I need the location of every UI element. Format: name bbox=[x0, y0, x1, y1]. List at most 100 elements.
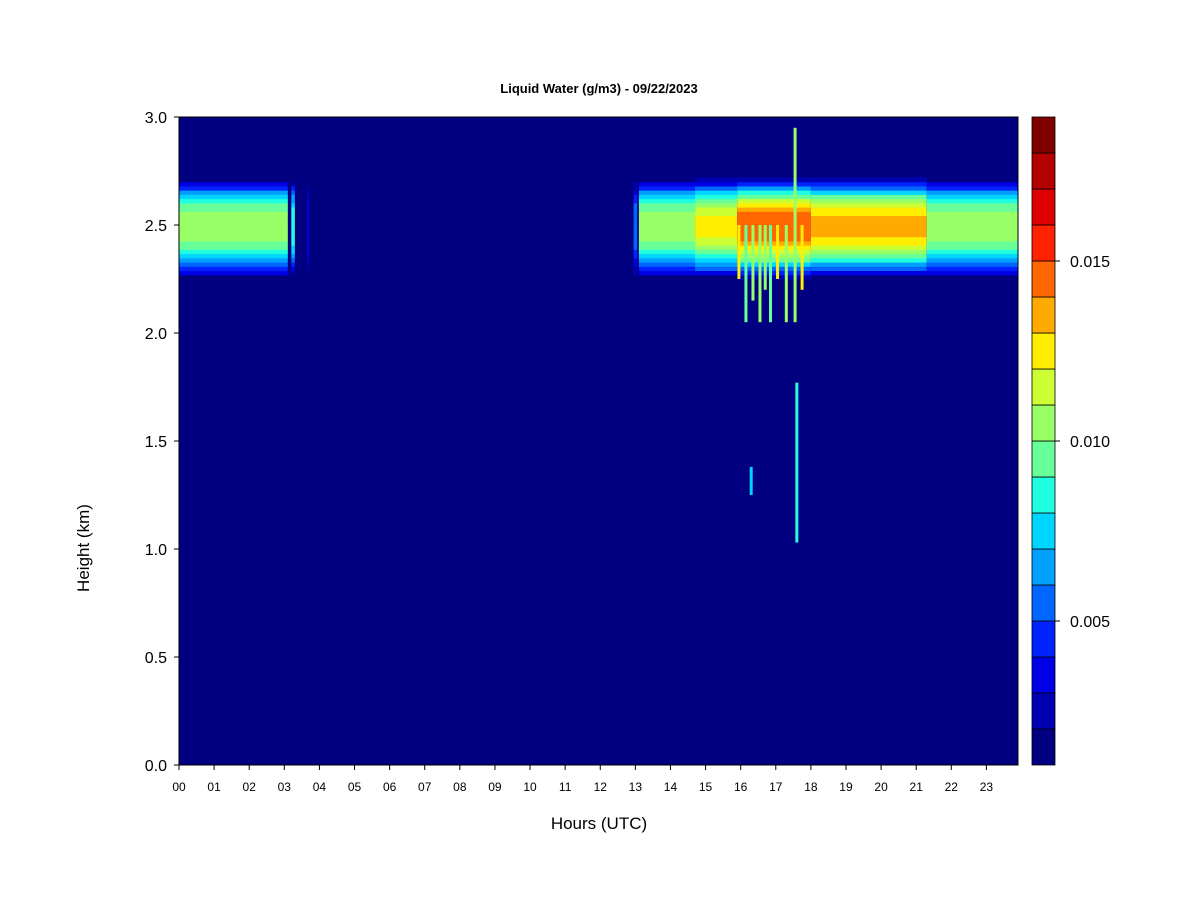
x-tick-label: 00 bbox=[172, 780, 186, 794]
cloud-cell bbox=[926, 240, 1018, 246]
cloud-cell bbox=[291, 207, 295, 212]
cloud-cell bbox=[638, 262, 696, 267]
cloud-cell bbox=[633, 185, 638, 191]
x-tick-label: 19 bbox=[839, 780, 853, 794]
cloud-cell bbox=[737, 219, 811, 225]
cloud-cell bbox=[926, 228, 1018, 233]
cloud-cell bbox=[810, 219, 927, 225]
cloud-cell bbox=[633, 177, 638, 183]
colorbar-tick-label: 0.015 bbox=[1070, 254, 1110, 271]
cloud-cell bbox=[737, 215, 811, 221]
cloud-cell bbox=[638, 215, 696, 221]
cloud-cell bbox=[695, 177, 738, 183]
cloud-cell bbox=[695, 194, 738, 200]
cloud-cell bbox=[307, 194, 309, 200]
cloud-cell bbox=[737, 253, 811, 259]
cloud-cell bbox=[633, 211, 638, 217]
cloud-cell bbox=[695, 228, 738, 233]
cloud-cell bbox=[638, 274, 696, 280]
liquid-water-streak bbox=[776, 225, 780, 279]
plot-area bbox=[178, 116, 1019, 766]
cloud-cell bbox=[810, 236, 927, 242]
cloud-layer bbox=[926, 177, 1018, 280]
colorbar-swatch bbox=[1031, 260, 1056, 298]
liquid-water-streak bbox=[769, 225, 773, 323]
cloud-cell bbox=[638, 240, 696, 246]
y-tick-label: 0.5 bbox=[145, 650, 167, 667]
cloud-cell bbox=[737, 190, 811, 195]
colorbar-swatch bbox=[1031, 728, 1056, 766]
cloud-cell bbox=[179, 232, 288, 238]
cloud-cell bbox=[307, 202, 309, 208]
cloud-cell bbox=[810, 194, 927, 200]
cloud-cell bbox=[179, 177, 288, 183]
cloud-cell bbox=[737, 236, 811, 242]
cloud-cell bbox=[737, 240, 811, 246]
cloud-cell bbox=[638, 236, 696, 242]
cloud-cell bbox=[638, 190, 696, 195]
cloud-cell bbox=[291, 270, 295, 276]
cloud-cell bbox=[737, 245, 811, 250]
cloud-cell bbox=[695, 181, 738, 187]
cloud-cell bbox=[179, 262, 288, 267]
colorbar-swatch bbox=[1031, 116, 1056, 154]
liquid-water-streak bbox=[749, 466, 753, 495]
cloud-cell bbox=[307, 249, 309, 255]
cloud-cell bbox=[695, 240, 738, 246]
cloud-cell bbox=[638, 232, 696, 238]
cloud-cell bbox=[179, 245, 288, 250]
x-tick-label: 21 bbox=[910, 780, 924, 794]
cloud-cell bbox=[926, 232, 1018, 238]
cloud-cell bbox=[179, 202, 288, 208]
cloud-cell bbox=[737, 181, 811, 187]
cloud-cell bbox=[638, 207, 696, 212]
y-axis-title: Height (km) bbox=[74, 504, 93, 592]
cloud-cell bbox=[307, 215, 309, 221]
cloud-cell bbox=[810, 228, 927, 233]
x-tick-label: 03 bbox=[278, 780, 292, 794]
cloud-cell bbox=[926, 236, 1018, 242]
cloud-cell bbox=[307, 190, 309, 195]
cloud-cell bbox=[810, 249, 927, 255]
cloud-cell bbox=[810, 198, 927, 204]
cloud-cell bbox=[307, 207, 309, 212]
liquid-water-streak bbox=[795, 382, 799, 543]
x-tick-label: 20 bbox=[874, 780, 888, 794]
cloud-cell bbox=[633, 198, 638, 204]
cloud-cell bbox=[695, 266, 738, 272]
cloud-cell bbox=[291, 177, 295, 183]
cloud-cell bbox=[633, 266, 638, 272]
cloud-cell bbox=[695, 190, 738, 195]
cloud-cell bbox=[926, 245, 1018, 250]
cloud-cell bbox=[926, 257, 1018, 263]
cloud-cell bbox=[633, 257, 638, 263]
cloud-cell bbox=[179, 249, 288, 255]
cloud-cell bbox=[638, 266, 696, 272]
x-tick-label: 10 bbox=[523, 780, 537, 794]
cloud-cell bbox=[737, 262, 811, 267]
colorbar-swatch bbox=[1031, 548, 1056, 586]
colorbar-swatch bbox=[1031, 188, 1056, 226]
x-tick-label: 17 bbox=[769, 780, 783, 794]
liquid-water-streak bbox=[763, 225, 767, 290]
cloud-cell bbox=[638, 224, 696, 229]
cloud-cell bbox=[737, 270, 811, 276]
cloud-cell bbox=[810, 266, 927, 272]
cloud-cell bbox=[307, 270, 309, 276]
cloud-cell bbox=[695, 219, 738, 225]
cloud-cell bbox=[307, 236, 309, 242]
cloud-cell bbox=[926, 219, 1018, 225]
cloud-cell bbox=[638, 181, 696, 187]
cloud-cell bbox=[179, 253, 288, 259]
cloud-cell bbox=[737, 274, 811, 280]
cloud-layer bbox=[291, 177, 295, 280]
colorbar-swatch bbox=[1031, 404, 1056, 442]
cloud-cell bbox=[638, 219, 696, 225]
cloud-cell bbox=[633, 240, 638, 246]
cloud-cell bbox=[926, 177, 1018, 183]
cloud-cell bbox=[179, 207, 288, 212]
cloud-cell bbox=[638, 177, 696, 183]
colorbar-swatch bbox=[1031, 620, 1056, 658]
cloud-cell bbox=[638, 245, 696, 250]
